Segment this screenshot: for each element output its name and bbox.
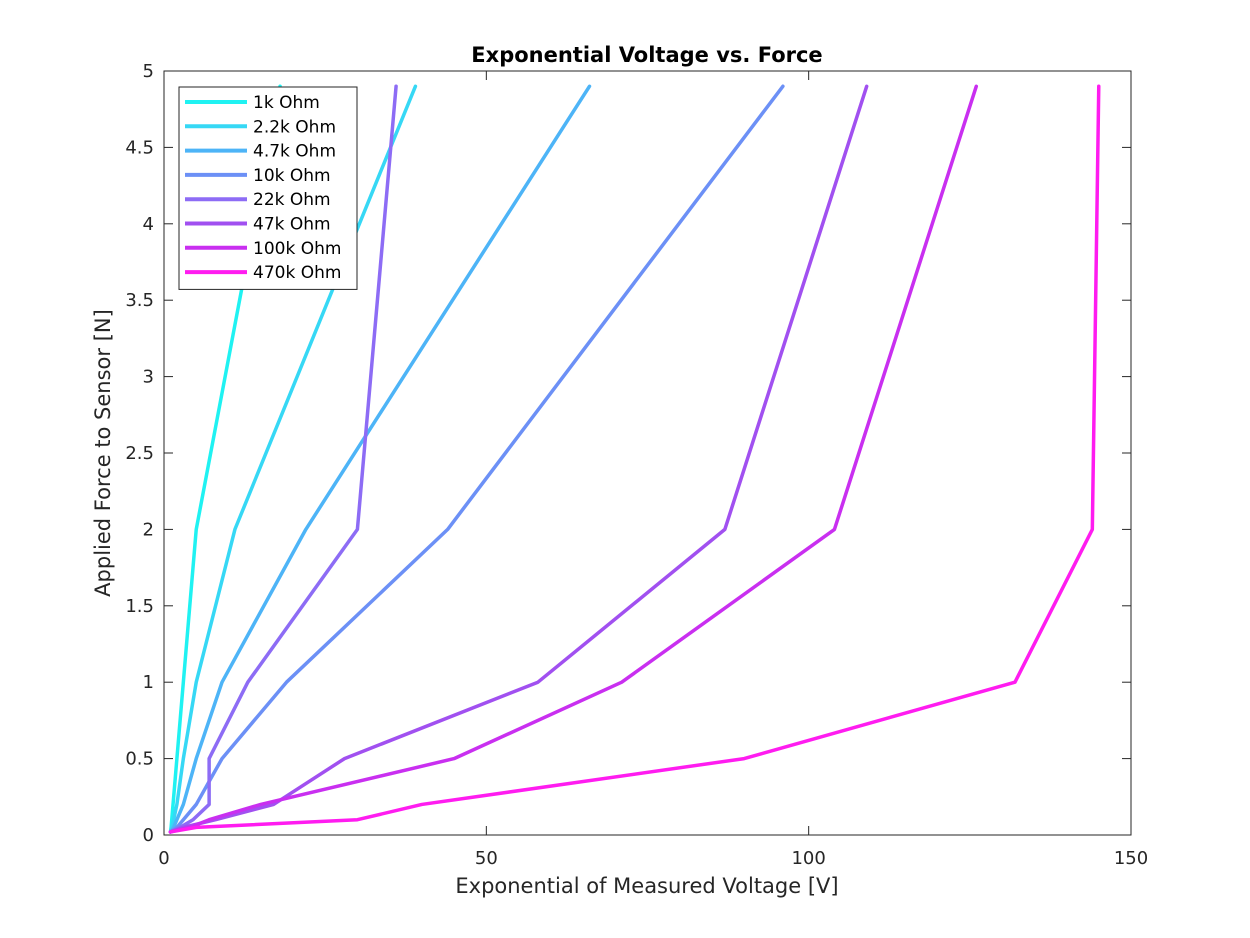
legend-label: 47k Ohm	[253, 215, 331, 235]
legend-label: 2.2k Ohm	[253, 117, 336, 137]
chart-title: Exponential Voltage vs. Force	[471, 43, 822, 67]
y-tick-label: 1.5	[125, 596, 154, 617]
x-tick-label: 150	[1114, 848, 1148, 869]
legend-label: 100k Ohm	[253, 239, 341, 259]
series-layer	[168, 84, 1101, 834]
y-tick-label: 0.5	[125, 749, 154, 770]
y-axis-label: Applied Force to Sensor [N]	[91, 309, 115, 597]
x-axis-label: Exponential of Measured Voltage [V]	[455, 874, 838, 898]
y-tick-label: 4	[143, 214, 154, 235]
legend-label: 470k Ohm	[253, 263, 341, 283]
legend-label: 4.7k Ohm	[253, 142, 336, 162]
y-tick-label: 0	[143, 825, 154, 846]
y-tick-label: 2.5	[125, 443, 154, 464]
x-tick-label: 50	[475, 848, 498, 869]
legend-box	[178, 86, 358, 290]
y-tick-label: 2	[143, 519, 154, 540]
y-tick-label: 4.5	[125, 137, 154, 158]
series-line	[168, 84, 979, 834]
x-tick-label: 0	[158, 848, 169, 869]
tick-layer: 0 50 100 150 0 0.5 1 1.5 2 2.5 3 3.5 4 4.5 5	[125, 61, 1148, 869]
y-tick-label: 3.5	[125, 290, 154, 311]
series-line	[168, 84, 1101, 834]
series-line	[168, 84, 418, 834]
legend-label: 22k Ohm	[253, 190, 331, 210]
series-line	[168, 84, 592, 834]
plot-frame	[163, 70, 1132, 836]
legend: 1k Ohm 2.2k Ohm 4.7k Ohm 10k Ohm 22k Ohm 47k …	[178, 86, 358, 290]
y-tick-label: 5	[143, 61, 154, 82]
legend-label: 1k Ohm	[253, 93, 320, 113]
x-tick-label: 100	[791, 848, 825, 869]
y-tick-label: 3	[143, 367, 154, 388]
legend-label: 10k Ohm	[253, 166, 331, 186]
y-tick-label: 1	[143, 672, 154, 693]
